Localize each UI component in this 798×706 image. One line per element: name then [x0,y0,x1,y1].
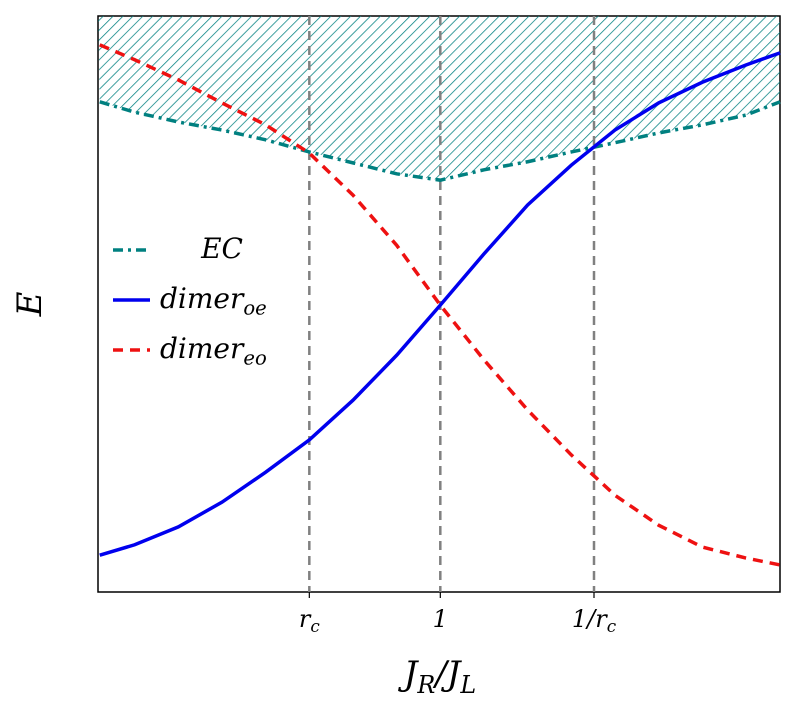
x-axis-label: JR/JL [398,654,476,699]
label-text: 1 [433,605,448,633]
label-subscript: R [416,671,435,699]
series-line [99,51,781,557]
x-tick-label: 1/rc [572,605,617,636]
label-subscript: eo [243,346,266,369]
legend-label: EC [200,232,243,265]
legend-label: dimeroe [160,282,267,319]
label-text: 1/r [572,605,608,633]
label-text: r [299,605,312,633]
legend-label: dimereo [160,332,267,369]
label-subscript: oe [243,296,266,319]
series-line [99,43,781,567]
label-text: dimer [160,332,245,365]
label-text: /J [432,654,462,694]
label-text: dimer [160,282,245,315]
label-text: J [398,654,420,694]
label-subscript: c [607,616,617,636]
series-line [99,100,781,182]
label-subscript: L [459,671,476,699]
x-tick-label: 1 [433,605,448,633]
x-tick-label: rc [299,605,320,636]
label-text: EC [200,232,243,265]
label-subscript: c [310,616,320,636]
hatched-region [98,16,780,181]
y-axis-label: E [10,291,50,317]
